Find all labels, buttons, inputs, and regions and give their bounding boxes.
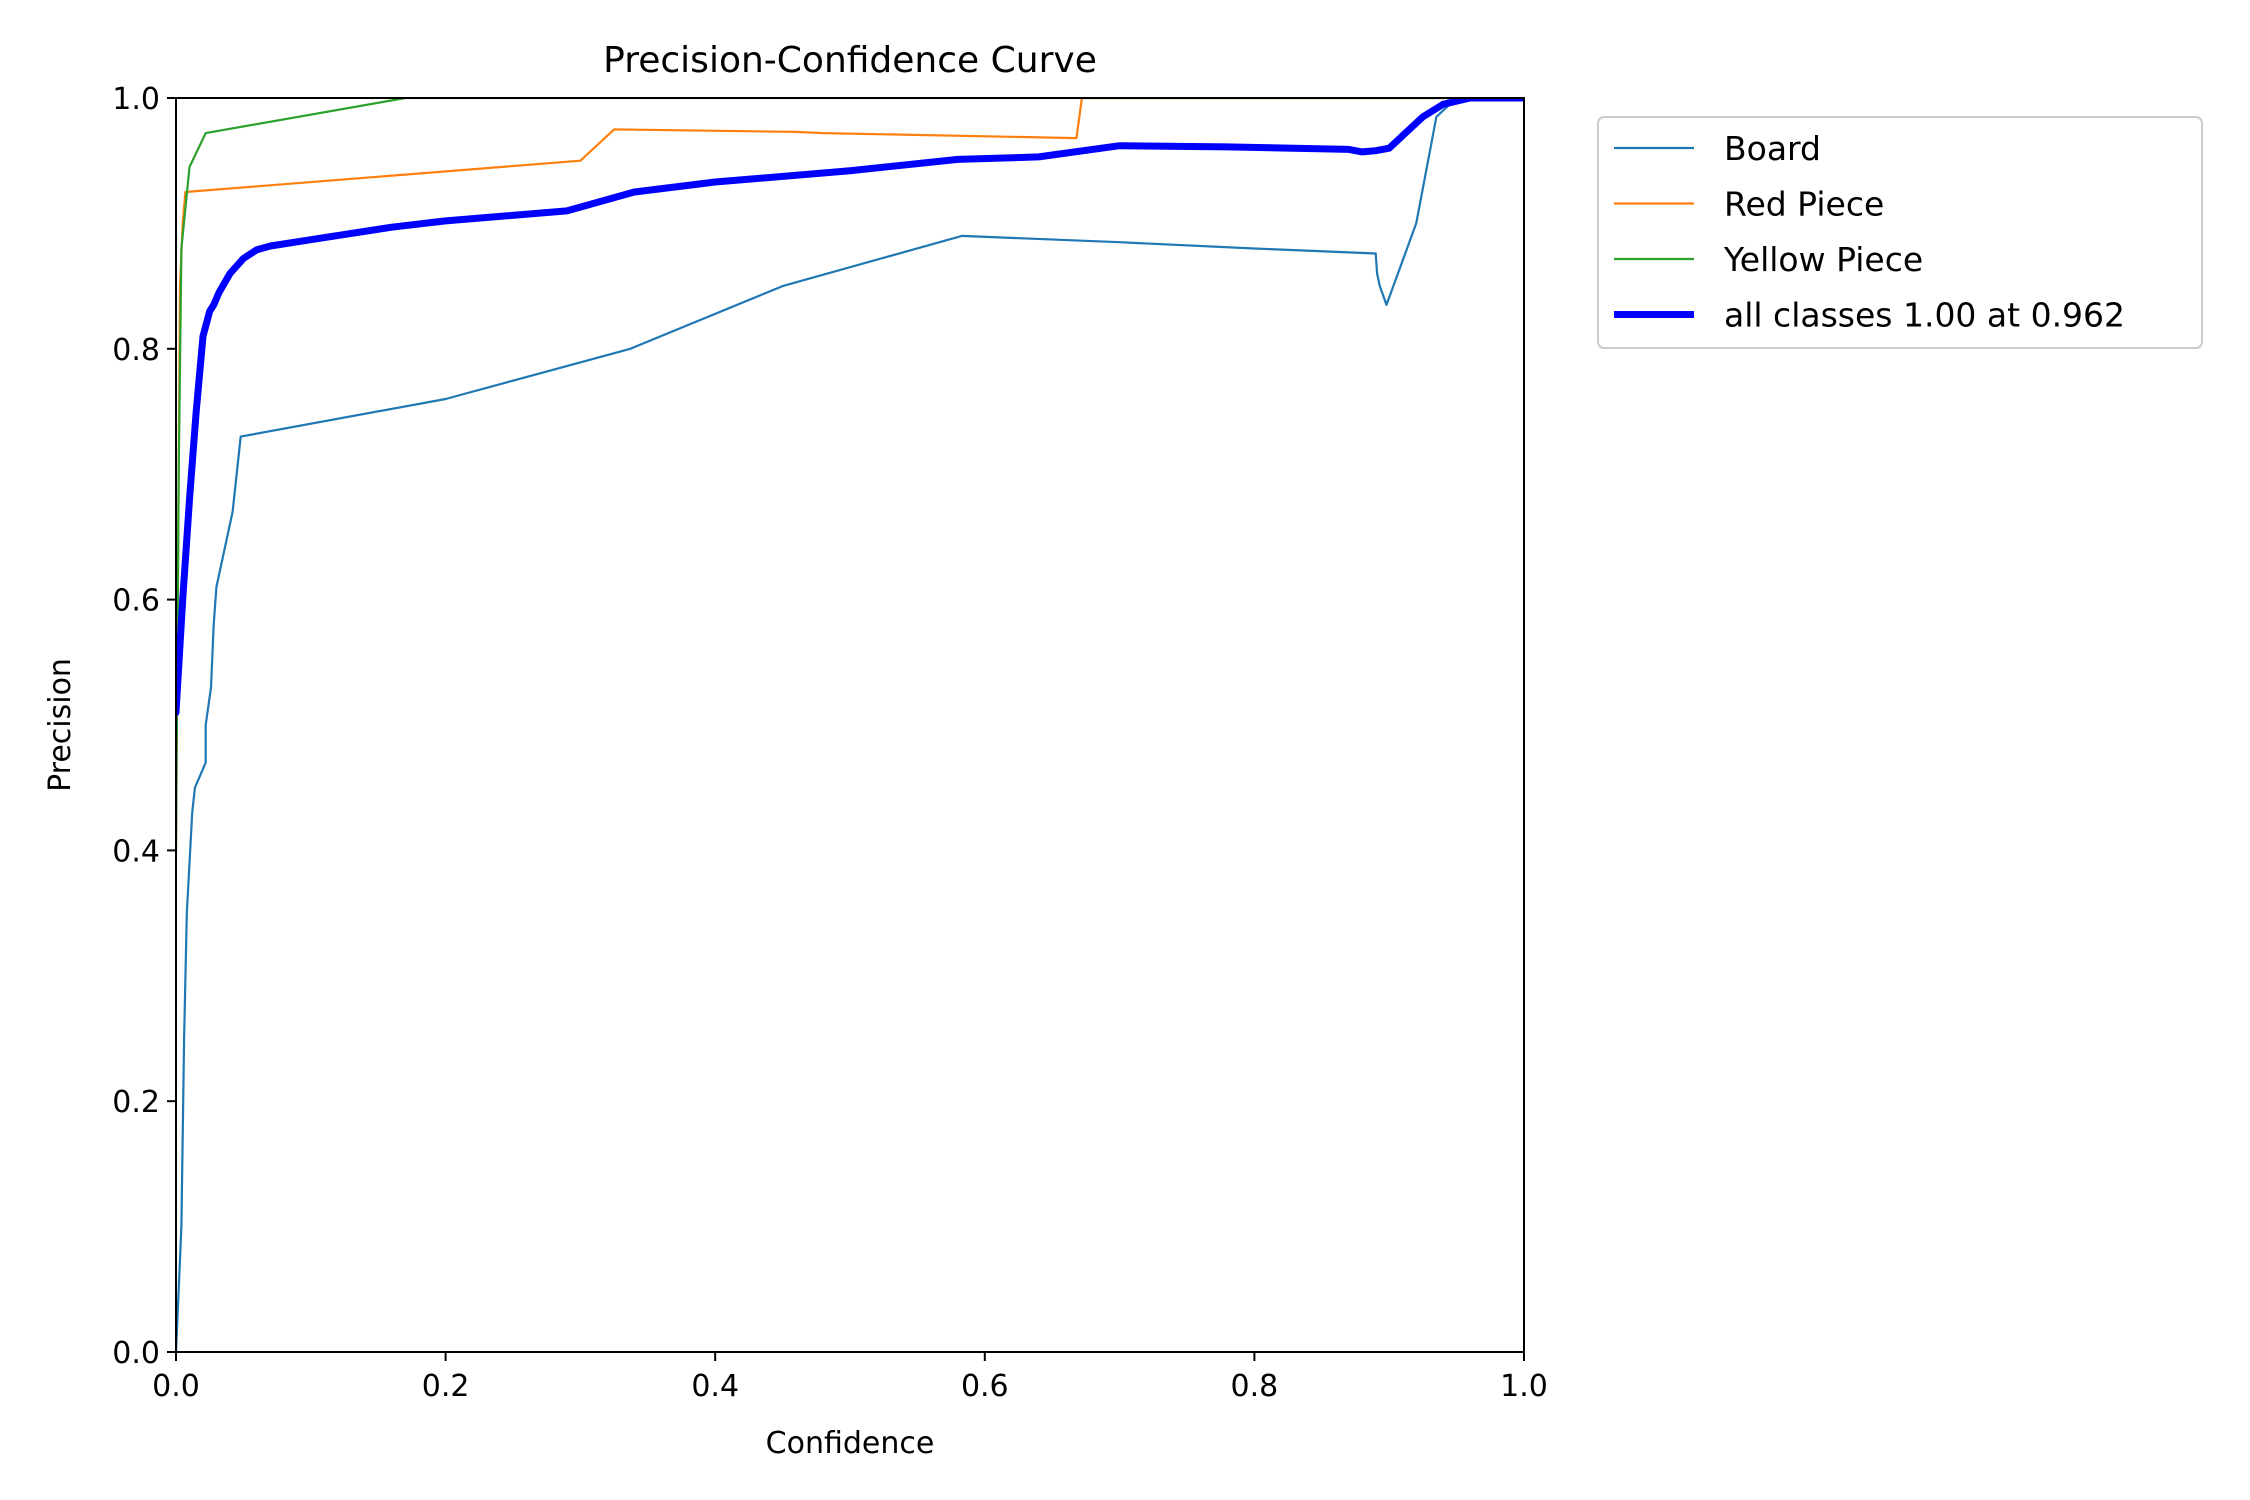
y-tick-label: 0.2 xyxy=(112,1085,160,1120)
legend: Board Red Piece Yellow Piece all classes 1.… xyxy=(1597,116,2203,349)
x-axis: 0.0 0.2 0.4 0.6 0.8 1.0 xyxy=(152,1352,1548,1404)
plot-area-frame xyxy=(175,97,1525,1353)
series-line-board xyxy=(176,98,1524,1352)
series-line-all-classes-1-00-at-0-962 xyxy=(176,98,1524,716)
series-layer xyxy=(176,98,1524,1352)
legend-label: Yellow Piece xyxy=(1723,240,1923,279)
x-tick-label: 0.6 xyxy=(961,1369,1009,1404)
y-axis-title: Precision xyxy=(43,658,78,792)
x-axis-title: Confidence xyxy=(766,1426,935,1461)
x-tick-label: 0.8 xyxy=(1231,1369,1279,1404)
x-tick-label: 0.2 xyxy=(422,1369,470,1404)
legend-label: Board xyxy=(1724,129,1821,168)
y-tick-label: 1.0 xyxy=(112,82,160,117)
legend-box xyxy=(1597,116,2203,349)
legend-label: all classes 1.00 at 0.962 xyxy=(1724,296,2125,335)
y-tick-label: 0.4 xyxy=(112,834,160,869)
x-tick-label: 0.4 xyxy=(691,1369,739,1404)
y-tick-label: 0.0 xyxy=(112,1336,160,1371)
y-tick-label: 0.8 xyxy=(112,333,160,368)
y-axis: 0.0 0.2 0.4 0.6 0.8 1.0 xyxy=(112,82,176,1371)
series-line-red-piece xyxy=(176,98,1524,852)
y-tick-label: 0.6 xyxy=(112,584,160,619)
chart-title: Precision-Confidence Curve xyxy=(603,40,1097,81)
legend-label: Red Piece xyxy=(1724,185,1884,224)
x-tick-label: 1.0 xyxy=(1500,1369,1548,1404)
x-tick-label: 0.0 xyxy=(152,1369,200,1404)
series-line-yellow-piece xyxy=(176,98,1524,852)
